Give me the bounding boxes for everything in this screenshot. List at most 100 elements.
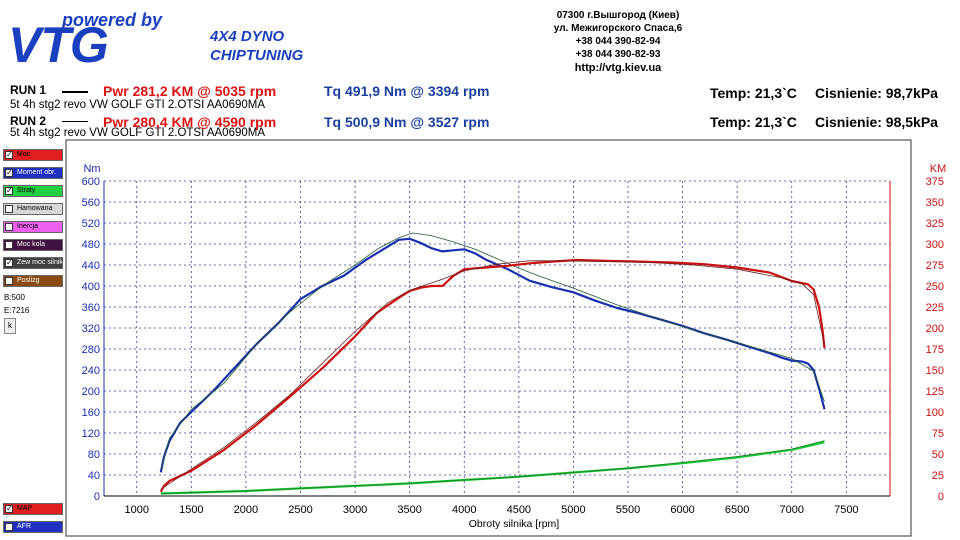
y-right-tick-label: 175 xyxy=(926,344,944,356)
checkbox[interactable]: ✓ xyxy=(5,186,13,195)
checkbox[interactable] xyxy=(5,277,13,285)
x-tick-label: 3000 xyxy=(343,504,367,516)
y-right-tick-label: 375 xyxy=(926,176,944,188)
contact-website[interactable]: http://vtg.kiev.ua xyxy=(574,62,662,74)
legend-label: Poslizg xyxy=(17,277,40,284)
logo: VTG xyxy=(8,17,109,73)
y-axis-right-label: KM xyxy=(930,163,947,175)
y-right-tick-label: 150 xyxy=(926,365,944,377)
checkbox[interactable] xyxy=(5,205,13,213)
legend-label: AFR xyxy=(17,523,31,530)
y-left-tick-label: 360 xyxy=(82,302,100,314)
x-tick-label: 4000 xyxy=(452,504,476,516)
k-button[interactable]: k xyxy=(4,318,16,334)
run1-temperature: Temp: 21,3`C xyxy=(710,85,797,101)
logo-tagline: powered by xyxy=(62,10,163,30)
y-left-tick-label: 80 xyxy=(88,449,100,461)
x-tick-label: 7000 xyxy=(780,504,804,516)
toggle-map[interactable]: ✓ MAP xyxy=(3,503,63,515)
toggle-straty[interactable]: ✓ Straty xyxy=(3,185,63,197)
y-right-tick-label: 350 xyxy=(926,197,944,209)
checkbox[interactable] xyxy=(5,241,13,249)
x-tick-label: 2500 xyxy=(288,504,312,516)
run2-temperature: Temp: 21,3`C xyxy=(710,114,797,130)
x-tick-label: 5000 xyxy=(561,504,585,516)
x-tick-label: 5500 xyxy=(616,504,640,516)
contact-address-1: 07300 г.Вышгород (Киев) xyxy=(556,10,680,21)
run2-torque: Tq 500,9 Nm @ 3527 rpm xyxy=(324,114,490,130)
dyno-subtitle: CHIPTUNING xyxy=(210,47,304,64)
series-tq-run-2 xyxy=(160,232,825,470)
y-right-tick-label: 325 xyxy=(926,218,944,230)
x-axis-label: Obroty silnika [rpm] xyxy=(469,518,560,530)
series-pwr-run-2 xyxy=(160,260,825,490)
x-tick-label: 6500 xyxy=(725,504,749,516)
run1-power: Pwr 281,2 KM @ 5035 rpm xyxy=(103,83,277,99)
y-left-tick-label: 280 xyxy=(82,344,100,356)
legend-label: MAP xyxy=(17,505,33,512)
toggle-poslizg[interactable]: Poslizg xyxy=(3,275,63,287)
y-right-tick-label: 75 xyxy=(932,428,944,440)
checkbox[interactable] xyxy=(5,223,13,231)
run2-line-sample xyxy=(62,121,88,122)
y-right-tick-label: 300 xyxy=(926,239,944,251)
legend-label: Moment obr. xyxy=(17,169,56,176)
toggle-inercja[interactable]: Inercja xyxy=(3,221,63,233)
y-left-tick-label: 400 xyxy=(82,281,100,293)
dyno-title: 4X4 DYNO xyxy=(210,28,285,45)
x-tick-label: 4500 xyxy=(507,504,531,516)
run1-torque: Tq 491,9 Nm @ 3394 rpm xyxy=(324,83,490,99)
legend-label: Straty xyxy=(17,187,36,194)
run2-description: 5t 4h stg2 revo VW GOLF GTI 2.OTSI AA069… xyxy=(10,127,266,139)
y-right-tick-label: 250 xyxy=(926,281,944,293)
b-value: B:500 xyxy=(4,293,25,302)
y-right-tick-label: 100 xyxy=(926,407,944,419)
y-left-tick-label: 320 xyxy=(82,323,100,335)
y-left-tick-label: 440 xyxy=(82,260,100,272)
x-tick-label: 2000 xyxy=(234,504,258,516)
run1-line-sample xyxy=(62,91,88,93)
checkbox[interactable]: ✓ xyxy=(5,168,13,177)
y-axis-left-label: Nm xyxy=(83,163,100,175)
series-tq-run-1 xyxy=(159,237,826,473)
x-tick-label: 7500 xyxy=(834,504,858,516)
plot-frame xyxy=(65,139,912,537)
toggle-moc-kola[interactable]: Moc kola xyxy=(3,239,63,251)
legend-label: Inercja xyxy=(17,223,39,230)
x-tick-label: 1000 xyxy=(125,504,149,516)
y-left-tick-label: 480 xyxy=(82,239,100,251)
series-straty-run-2 xyxy=(160,440,825,494)
legend-label: Hamowana xyxy=(17,205,53,212)
series-straty-run-1 xyxy=(160,441,825,495)
y-right-tick-label: 200 xyxy=(926,323,944,335)
y-right-tick-label: 25 xyxy=(932,470,944,482)
x-tick-label: 3500 xyxy=(397,504,421,516)
y-left-tick-label: 240 xyxy=(82,365,100,377)
checkbox[interactable] xyxy=(5,523,13,531)
y-right-tick-label: 125 xyxy=(926,386,944,398)
y-left-tick-label: 200 xyxy=(82,386,100,398)
toggle-afr[interactable]: AFR xyxy=(3,521,63,533)
run2-pressure: Cisnienie: 98,5kPa xyxy=(815,114,938,130)
toggle-moment-obr-[interactable]: ✓ Moment obr. xyxy=(3,167,63,179)
y-right-tick-label: 275 xyxy=(926,260,944,272)
contact-phone-2: +38 044 390-82-93 xyxy=(575,49,661,60)
x-tick-label: 6000 xyxy=(670,504,694,516)
toggle-zew-moc-silnika[interactable]: ✓ Zew moc silnika xyxy=(3,257,63,269)
checkbox[interactable]: ✓ xyxy=(5,258,13,267)
y-right-tick-label: 0 xyxy=(938,491,944,503)
run2-power: Pwr 280,4 KM @ 4590 rpm xyxy=(103,114,277,130)
y-left-tick-label: 0 xyxy=(94,491,100,503)
checkbox[interactable]: ✓ xyxy=(5,150,13,159)
axes: 0 0 40 25 80 50 120 75 160 100 200 125 240 150 280 175 3… xyxy=(82,176,944,516)
y-left-tick-label: 600 xyxy=(82,176,100,188)
legend-label: Moc xyxy=(17,151,31,158)
y-right-tick-label: 50 xyxy=(932,449,944,461)
toggle-hamowana[interactable]: Hamowana xyxy=(3,203,63,215)
series-pwr-run-1 xyxy=(159,258,826,493)
checkbox[interactable]: ✓ xyxy=(5,504,13,513)
toggle-moc[interactable]: ✓ Moc xyxy=(3,149,63,161)
run1-pressure: Cisnienie: 98,7kPa xyxy=(815,85,938,101)
contact-phone-1: +38 044 390-82-94 xyxy=(575,36,661,47)
